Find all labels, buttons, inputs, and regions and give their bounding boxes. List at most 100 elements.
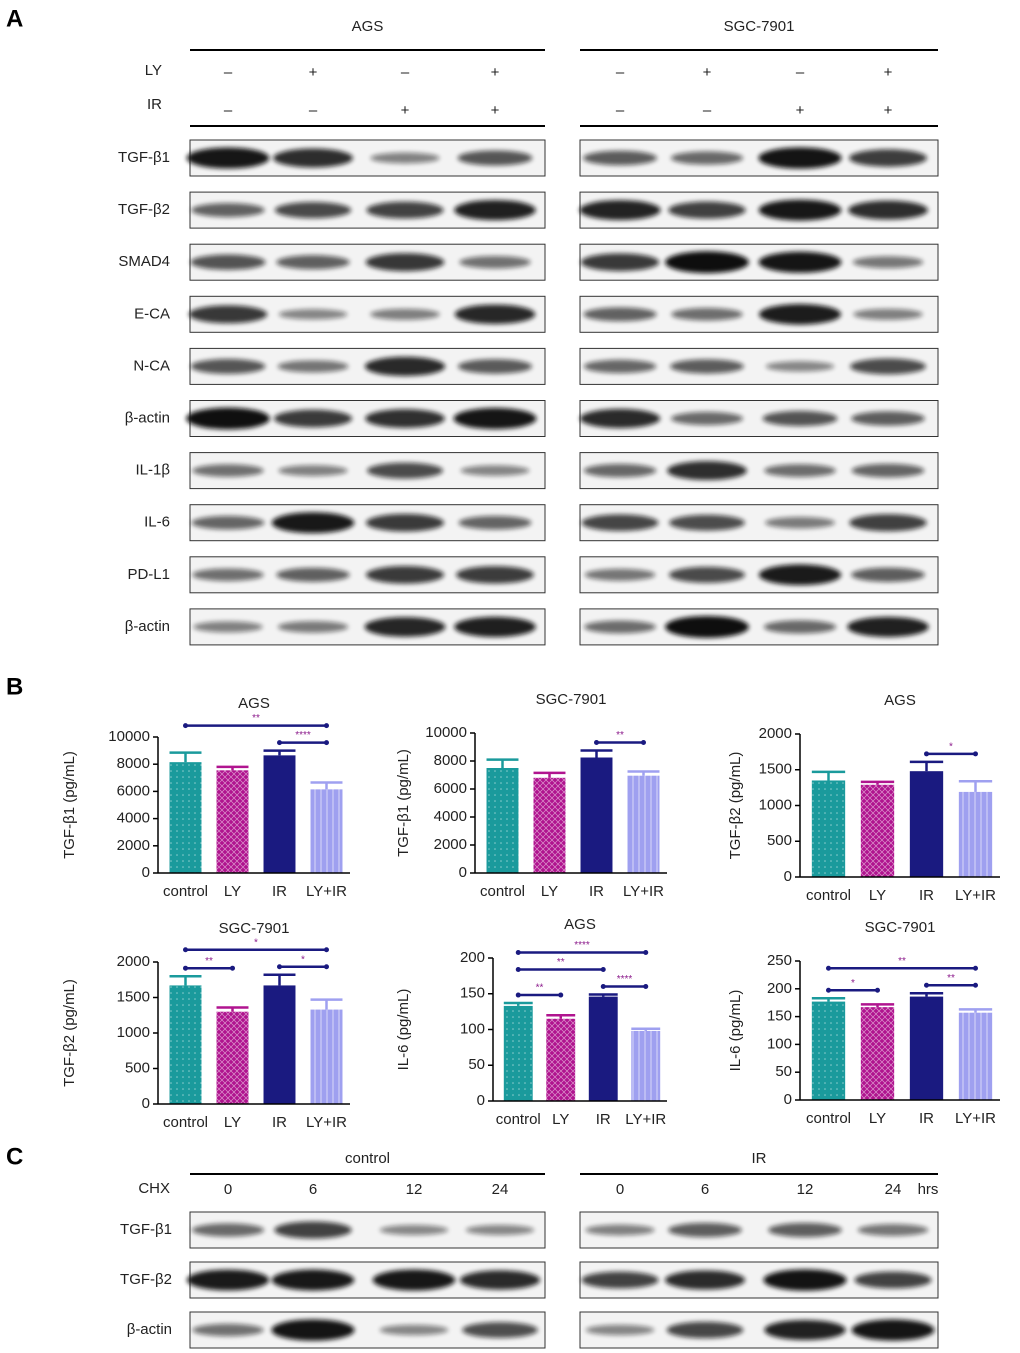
y-tick-label: 1500 <box>759 761 792 778</box>
bar <box>909 771 944 877</box>
condition-sign: – <box>224 102 233 119</box>
group-label: IR <box>752 1150 767 1167</box>
significance-label: ** <box>557 957 565 968</box>
significance-label: ** <box>616 730 624 741</box>
y-axis-label: TGF-β1 (pg/mL) <box>61 751 78 859</box>
blot-band <box>765 361 835 372</box>
bar <box>860 784 895 877</box>
bar <box>216 770 249 873</box>
bracket-end <box>277 964 282 970</box>
blot-band <box>668 201 746 219</box>
time-label: 0 <box>224 1181 232 1198</box>
blot-band <box>847 616 929 637</box>
blot-band <box>192 1323 264 1337</box>
blot-band <box>579 200 661 221</box>
blot-band <box>190 254 266 270</box>
blot-band <box>459 255 531 269</box>
blot-band <box>764 464 836 478</box>
condition-label: LY <box>145 62 162 79</box>
bar <box>627 775 660 873</box>
blot-band <box>364 356 446 377</box>
blot-band <box>454 200 536 221</box>
y-tick-label: 0 <box>784 868 792 885</box>
blot-band <box>379 1224 449 1236</box>
y-tick-label: 0 <box>142 864 150 881</box>
row-label: TGF-β2 <box>120 1271 172 1288</box>
blot-band <box>758 564 842 586</box>
blot-band <box>190 358 266 374</box>
blot-band <box>193 621 263 633</box>
time-label: 6 <box>309 1181 317 1198</box>
blot-band <box>274 201 352 219</box>
x-tick-label: IR <box>272 1114 287 1131</box>
time-label: 24 <box>885 1181 902 1198</box>
y-tick-label: 8000 <box>117 755 150 772</box>
bar <box>216 1011 249 1104</box>
blot-band <box>366 462 444 479</box>
panel-letter: C <box>6 1143 23 1170</box>
y-tick-label: 10000 <box>108 728 150 745</box>
blot-band <box>584 620 656 634</box>
x-tick-label: control <box>480 883 525 900</box>
blot-band <box>583 307 657 322</box>
condition-sign: + <box>401 102 410 119</box>
y-tick-label: 1000 <box>117 1024 150 1041</box>
bar <box>263 985 296 1104</box>
y-tick-label: 500 <box>125 1059 150 1076</box>
x-tick-label: control <box>806 887 851 904</box>
condition-sign: + <box>309 64 318 81</box>
bracket-end <box>643 983 649 989</box>
blot-band <box>851 1319 935 1341</box>
blot-band <box>192 568 264 582</box>
chart-title: AGS <box>564 916 596 933</box>
bar <box>533 777 566 873</box>
blot-band <box>854 1271 932 1289</box>
y-axis-label: TGF-β2 (pg/mL) <box>61 979 78 1087</box>
x-tick-label: LY <box>869 1110 886 1127</box>
blot-band <box>668 1222 742 1238</box>
condition-sign: – <box>703 102 712 119</box>
row-label: IL-1β <box>136 462 171 479</box>
bracket-end <box>600 966 606 972</box>
y-tick-label: 10000 <box>425 724 467 741</box>
bracket-end <box>594 740 599 745</box>
bar <box>263 755 296 873</box>
condition-sign: + <box>491 64 500 81</box>
blot-band <box>186 1269 270 1291</box>
y-tick-label: 100 <box>460 1020 485 1037</box>
blot-band <box>585 1224 655 1236</box>
time-label: 12 <box>406 1181 423 1198</box>
blot-band <box>271 512 355 534</box>
blot-band <box>365 513 445 532</box>
bracket-end <box>277 740 282 746</box>
chart-title: AGS <box>238 695 270 712</box>
blot-band <box>276 567 350 582</box>
blot-band <box>273 148 353 168</box>
y-axis-label: TGF-β1 (pg/mL) <box>395 749 412 857</box>
blot-band <box>667 461 747 481</box>
y-tick-label: 4000 <box>117 810 150 827</box>
y-tick-label: 6000 <box>434 780 467 797</box>
condition-sign: + <box>703 64 712 81</box>
bracket-end <box>924 751 929 757</box>
bracket-end <box>558 992 564 998</box>
blot-band <box>453 407 537 430</box>
blot-band <box>849 149 927 167</box>
bracket-end <box>826 987 831 993</box>
significance-label: * <box>949 742 953 753</box>
significance-label: ** <box>898 956 906 967</box>
significance-label: ** <box>252 713 260 724</box>
row-label: β-actin <box>125 409 170 426</box>
blot-band <box>848 200 928 220</box>
condition-sign: – <box>796 64 805 81</box>
blot-band <box>763 1269 847 1291</box>
significance-label: ** <box>947 973 955 984</box>
blot-band <box>670 411 744 426</box>
condition-sign: + <box>884 102 893 119</box>
panel-letter: A <box>6 5 23 32</box>
y-tick-label: 200 <box>767 980 792 997</box>
bracket-end <box>973 965 978 971</box>
y-tick-label: 0 <box>477 1092 485 1109</box>
blot-band <box>665 615 749 638</box>
